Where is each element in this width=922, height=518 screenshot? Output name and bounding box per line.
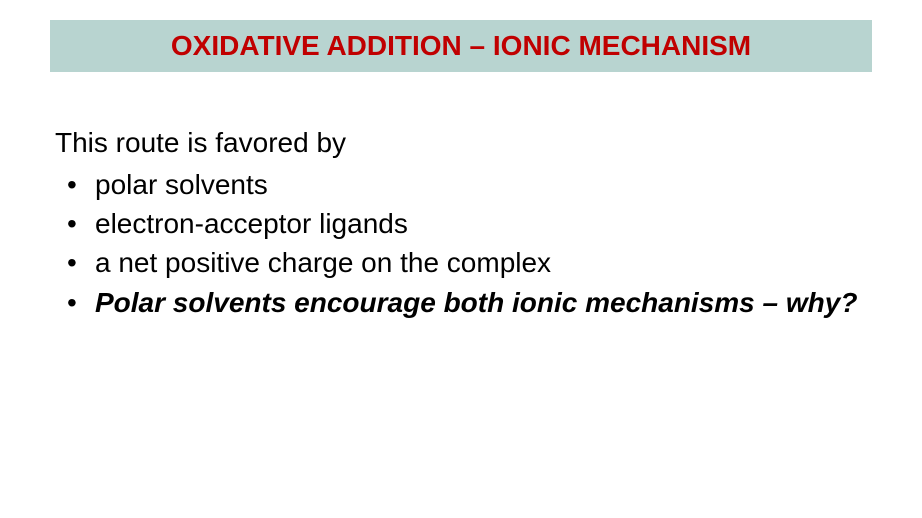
content-area: This route is favored by polar solvents …	[50, 127, 872, 322]
list-item: Polar solvents encourage both ionic mech…	[55, 283, 872, 322]
bullet-list: polar solvents electron‐acceptor ligands…	[55, 165, 872, 322]
bullet-text-emphasized: Polar solvents encourage both ionic mech…	[95, 287, 857, 318]
bullet-text: electron‐acceptor ligands	[95, 208, 408, 239]
intro-text: This route is favored by	[55, 127, 872, 159]
list-item: a net positive charge on the complex	[55, 243, 872, 282]
bullet-text: a net positive charge on the complex	[95, 247, 551, 278]
slide-title: OXIDATIVE ADDITION – IONIC MECHANISM	[70, 30, 852, 62]
title-bar: OXIDATIVE ADDITION – IONIC MECHANISM	[50, 20, 872, 72]
list-item: electron‐acceptor ligands	[55, 204, 872, 243]
bullet-text: polar solvents	[95, 169, 268, 200]
list-item: polar solvents	[55, 165, 872, 204]
